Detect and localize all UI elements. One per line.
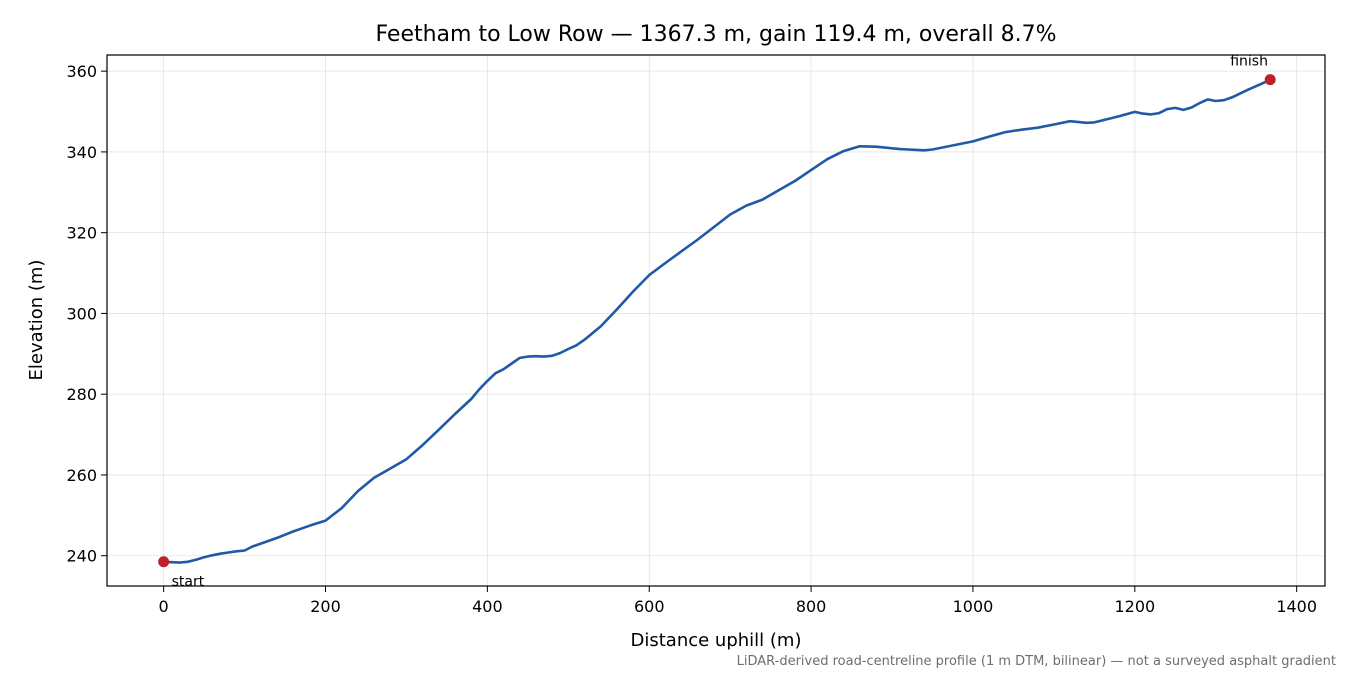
marker-layer: start finish xyxy=(158,54,1276,590)
y-axis-label: Elevation (m) xyxy=(26,260,47,381)
y-tick-label: 240 xyxy=(66,547,97,566)
x-tick-label: 400 xyxy=(472,597,503,616)
y-tick-label: 300 xyxy=(66,304,97,323)
y-axis: 240 260 280 300 320 340 360 xyxy=(66,62,107,566)
y-tick-label: 260 xyxy=(66,466,97,485)
footnote: LiDAR-derived road-centreline profile (1… xyxy=(737,654,1336,669)
x-tick-label: 1200 xyxy=(1114,597,1155,616)
finish-marker xyxy=(1264,74,1276,86)
x-axis-label: Distance uphill (m) xyxy=(631,630,802,651)
y-tick-label: 340 xyxy=(66,143,97,162)
plot-area-frame xyxy=(106,54,1326,587)
x-tick-label: 1000 xyxy=(953,597,994,616)
elevation-profile-line xyxy=(162,78,1272,564)
x-tick-label: 0 xyxy=(159,597,169,616)
y-tick-label: 280 xyxy=(66,385,97,404)
x-axis: 0 200 400 600 800 1000 1200 1400 xyxy=(159,586,1317,616)
finish-annotation: finish xyxy=(1230,54,1268,70)
start-marker xyxy=(158,556,170,568)
x-tick-label: 800 xyxy=(796,597,827,616)
grid xyxy=(107,55,1325,586)
y-tick-label: 320 xyxy=(66,224,97,243)
x-tick-label: 200 xyxy=(310,597,341,616)
x-tick-label: 1400 xyxy=(1276,597,1317,616)
series-layer xyxy=(162,78,1272,564)
y-tick-label: 360 xyxy=(66,62,97,81)
chart-title: Feetham to Low Row — 1367.3 m, gain 119.… xyxy=(375,22,1056,47)
x-tick-label: 600 xyxy=(634,597,665,616)
start-annotation: start xyxy=(172,574,205,590)
